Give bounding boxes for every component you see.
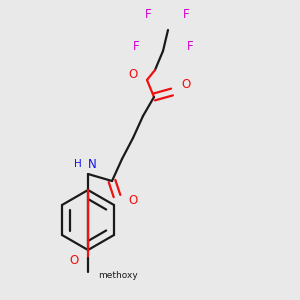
Text: methoxy: methoxy (98, 271, 138, 280)
Text: O: O (128, 68, 138, 82)
Text: O: O (69, 254, 79, 268)
Text: F: F (183, 8, 189, 20)
Text: F: F (187, 40, 193, 52)
Text: H: H (74, 159, 82, 169)
Text: O: O (128, 194, 138, 208)
Text: O: O (182, 79, 190, 92)
Text: F: F (145, 8, 151, 20)
Text: F: F (133, 40, 139, 52)
Text: N: N (88, 158, 96, 170)
